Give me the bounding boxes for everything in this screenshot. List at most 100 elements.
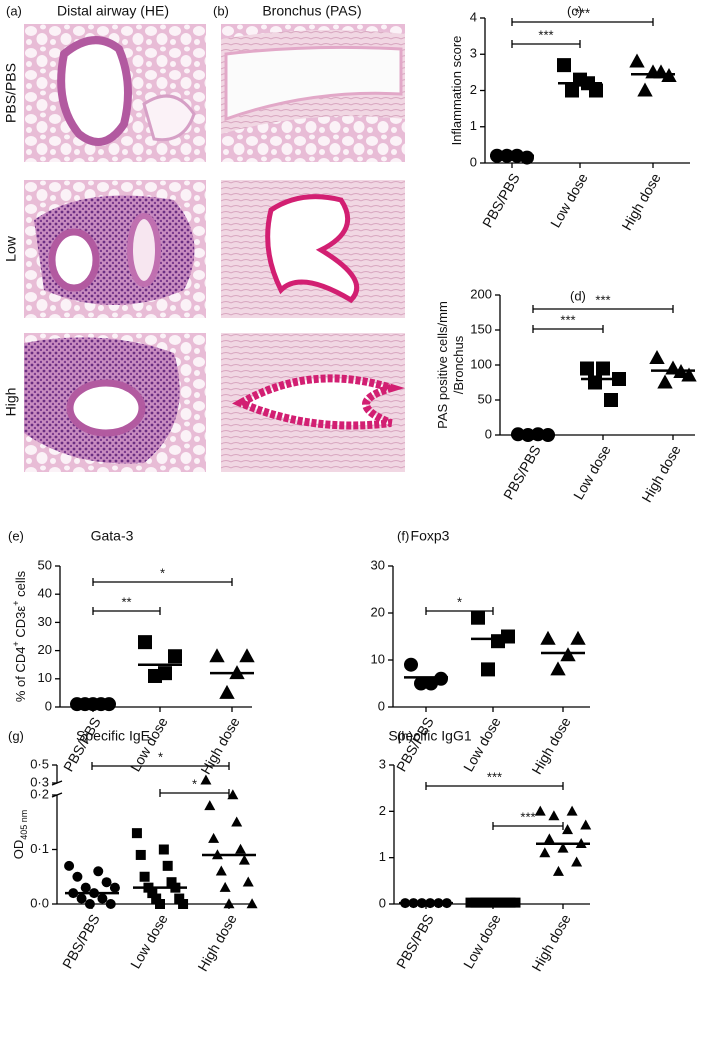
y-axis-label: /Bronchus <box>451 335 466 394</box>
data-point <box>138 635 152 650</box>
significance-label: ** <box>121 594 131 609</box>
chart-title: Foxp3 <box>411 528 450 544</box>
y-tick-label: 40 <box>38 586 52 601</box>
data-point <box>471 610 485 625</box>
data-point <box>637 82 653 97</box>
y-tick-label: 50 <box>38 557 52 572</box>
data-point <box>604 393 618 407</box>
y-tick-label: 2 <box>470 82 477 97</box>
data-point <box>557 58 571 73</box>
data-point <box>562 824 574 835</box>
data-point <box>481 662 495 677</box>
significance-label: *** <box>560 312 575 327</box>
data-point <box>80 882 91 893</box>
y-tick-label: 0·1 <box>30 841 49 856</box>
significance-label: * <box>192 776 197 791</box>
data-point <box>227 789 239 800</box>
data-point <box>93 866 104 877</box>
x-tick-label: PBS/PBS <box>393 911 437 971</box>
y-axis-label-part: PAS positive cells/mm <box>435 301 450 429</box>
panel-label: (e) <box>8 528 24 543</box>
significance-label: * <box>158 749 163 764</box>
data-point <box>534 805 546 816</box>
y-tick-label: 1 <box>379 849 386 864</box>
significance-label: *** <box>595 292 610 307</box>
x-tick-label: Low dose <box>460 714 504 774</box>
y-tick-label: 100 <box>470 356 492 371</box>
y-tick-label: 4 <box>470 9 477 24</box>
y-axis-label: % of CD4+ CD3ε+ cells <box>11 570 28 702</box>
data-point <box>158 844 169 855</box>
data-point <box>155 899 165 909</box>
y-axis-label-part: CD3ε <box>13 606 28 642</box>
y-axis-label: PAS positive cells/mm <box>435 301 450 429</box>
panel-label: (b) <box>213 3 229 18</box>
x-tick-label: High dose <box>638 442 683 505</box>
significance-label: * <box>457 594 462 609</box>
panel-label: (a) <box>6 3 22 18</box>
row-label: High <box>3 388 19 417</box>
y-axis-label-part: + <box>11 601 21 606</box>
data-point <box>204 800 216 811</box>
data-point <box>246 898 258 909</box>
data-point <box>97 893 108 904</box>
y-axis-label-part: cells <box>13 570 28 600</box>
data-point <box>588 375 602 390</box>
x-tick-label: Low dose <box>127 714 171 774</box>
y-tick-label: 50 <box>478 391 492 406</box>
x-tick-label: High dose <box>528 714 573 777</box>
x-tick-label: High dose <box>618 170 663 233</box>
data-point <box>131 828 142 839</box>
x-tick-label: High dose <box>194 911 239 974</box>
data-point <box>629 53 645 68</box>
data-point <box>238 854 250 865</box>
data-point <box>550 661 566 676</box>
histology-image <box>24 180 206 318</box>
data-point <box>219 684 235 699</box>
histology-image <box>24 333 206 472</box>
histology-image <box>24 24 206 162</box>
data-point <box>208 832 220 843</box>
data-point <box>209 648 225 663</box>
data-point <box>135 849 146 860</box>
data-point <box>76 893 87 904</box>
data-point <box>200 774 212 785</box>
panel-title: Distal airway (HE) <box>57 3 169 19</box>
data-point <box>168 649 182 664</box>
data-point <box>101 877 112 888</box>
y-tick-label: 10 <box>38 670 52 685</box>
y-tick-label: 3 <box>379 756 386 771</box>
x-tick-label: PBS/PBS <box>500 442 544 502</box>
data-point <box>162 860 173 871</box>
y-tick-label: 2 <box>379 803 386 818</box>
row-label: PBS/PBS <box>3 63 19 123</box>
x-tick-label: Low dose <box>570 442 614 502</box>
data-point <box>649 349 665 364</box>
y-tick-label: 30 <box>371 557 385 572</box>
panel-title: Bronchus (PAS) <box>262 3 361 19</box>
data-point <box>565 83 579 98</box>
row-label: Low <box>3 235 19 262</box>
chart-title: Gata-3 <box>91 528 134 544</box>
y-tick-label: 20 <box>371 604 385 619</box>
y-axis-label-part: + <box>11 641 21 646</box>
chart-title: Specific IgG1 <box>388 728 471 744</box>
data-point <box>571 856 583 867</box>
data-point <box>174 893 185 904</box>
significance-label: *** <box>520 809 535 824</box>
data-point <box>148 668 162 683</box>
x-tick-label: PBS/PBS <box>393 714 437 774</box>
significance-label: *** <box>575 5 590 20</box>
x-tick-label: Low dose <box>127 911 171 971</box>
data-point <box>235 843 247 854</box>
data-point <box>424 676 438 691</box>
data-point <box>223 898 235 909</box>
data-point <box>539 847 551 858</box>
y-tick-label: 0 <box>45 698 52 713</box>
panel-label: (h) <box>397 728 413 743</box>
data-point <box>242 876 254 887</box>
y-tick-label: 20 <box>38 642 52 657</box>
y-tick-label: 0 <box>485 426 492 441</box>
data-point <box>548 810 560 821</box>
x-tick-label: Low dose <box>460 911 504 971</box>
